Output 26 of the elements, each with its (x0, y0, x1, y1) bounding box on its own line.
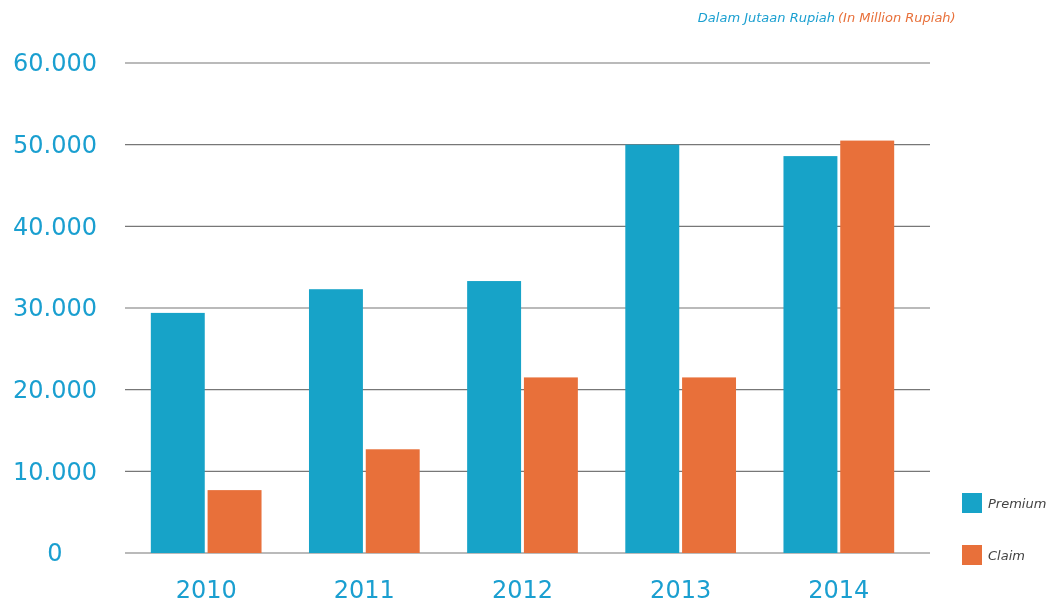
bar (207, 490, 262, 553)
bar (308, 289, 363, 553)
bar (840, 140, 895, 553)
bar (523, 377, 578, 553)
x-tick-label: 2010 (175, 576, 237, 604)
y-tick-label: 10.000 (13, 457, 97, 486)
y-tick-label: 40.000 (13, 212, 97, 241)
legend-label: Claim (988, 547, 1025, 563)
bar (783, 156, 838, 553)
x-tick-label: 2012 (491, 576, 554, 604)
y-tick-label: 50.000 (13, 131, 97, 160)
legend-label: Premium (988, 495, 1047, 511)
y-tick-label: 30.000 (13, 294, 97, 323)
chart-subtitle: (In Million Rupiah) (838, 10, 956, 25)
y-tick-label: 20.000 (13, 376, 97, 405)
y-tick-label: 60.000 (13, 49, 97, 78)
bar (682, 377, 737, 553)
bar (150, 312, 205, 553)
x-tick-label: 2014 (808, 576, 870, 604)
bar (467, 281, 522, 553)
bar (625, 144, 680, 553)
chart-title: Dalam Jutaan Rupiah (697, 10, 835, 25)
x-tick-label: 2011 (333, 576, 395, 604)
x-tick-label: 2013 (650, 576, 712, 604)
bar (365, 449, 420, 553)
y-tick-label: 0 (47, 539, 63, 568)
